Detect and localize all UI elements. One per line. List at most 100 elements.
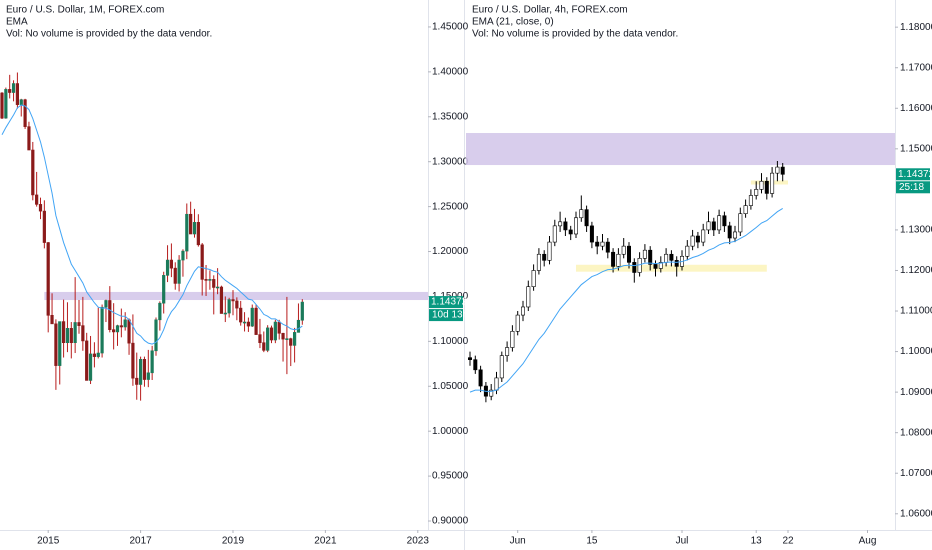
countdown-label: 25:18 — [899, 182, 924, 193]
candle-body — [759, 180, 764, 190]
x-tick-label: 2021 — [314, 536, 337, 547]
y-tick-label: 1.09000 — [900, 387, 932, 398]
candle-body — [88, 353, 93, 381]
last-price-label: 1.14372 — [898, 169, 932, 180]
candle-body — [223, 312, 227, 315]
x-tick-label: Jun — [510, 536, 526, 547]
candle-body — [552, 225, 557, 243]
candle-body — [50, 315, 54, 325]
candle-body — [558, 221, 563, 227]
candle-body — [154, 319, 158, 352]
ema-line — [469, 208, 783, 393]
x-tick-label: 2019 — [222, 536, 245, 547]
candle-body — [626, 245, 631, 263]
candle-body — [196, 222, 200, 246]
candle-body — [277, 321, 281, 334]
y-tick-label: 1.06000 — [900, 508, 932, 519]
candle-body — [135, 377, 139, 385]
candle-body — [108, 300, 112, 330]
candle-body — [54, 323, 58, 366]
candle-body — [600, 241, 605, 247]
candle-body — [296, 319, 301, 333]
candle-body — [579, 209, 584, 219]
y-tick-label: 1.30000 — [432, 156, 469, 167]
candle-body — [127, 319, 131, 344]
indicator-label: EMA — [6, 17, 28, 28]
ema-line — [1, 104, 303, 345]
y-tick-label: 1.25000 — [432, 201, 469, 212]
candle-body — [173, 267, 177, 284]
zone — [576, 264, 767, 272]
candle-body — [15, 83, 20, 105]
candle-body — [85, 340, 89, 381]
candle-body — [131, 342, 135, 379]
candle-body — [269, 327, 274, 341]
candle-body — [573, 217, 578, 235]
candle-body — [258, 334, 262, 344]
candle-body — [289, 338, 293, 346]
candle-body — [204, 279, 208, 281]
candle-body — [589, 225, 594, 243]
candle-body — [669, 253, 674, 261]
candle-body — [473, 359, 478, 371]
candle-body — [467, 357, 472, 360]
candle-body — [542, 253, 547, 261]
candle-body — [58, 321, 62, 366]
candle-body — [112, 329, 116, 333]
candle-body — [216, 286, 220, 289]
y-tick-label: 1.13000 — [900, 225, 932, 236]
candle-body — [239, 307, 243, 323]
candle-body — [189, 213, 193, 235]
y-tick-label: 1.20000 — [432, 246, 469, 257]
zone — [466, 133, 895, 166]
candle-body — [150, 350, 154, 374]
candle-body — [520, 306, 525, 316]
candle-body — [300, 301, 304, 321]
y-tick-label: 1.17000 — [900, 62, 932, 73]
candle-body — [35, 194, 39, 205]
candle-body — [695, 235, 700, 243]
x-tick-label: Jul — [676, 536, 689, 547]
indicator-label: EMA (21, close, 0) — [472, 17, 554, 28]
candle-body — [250, 307, 254, 327]
y-tick-label: 0.90000 — [432, 516, 469, 527]
y-tick-label: 1.10000 — [432, 336, 469, 347]
candle-body — [92, 353, 96, 357]
candle-body — [563, 221, 568, 231]
candle-body — [780, 166, 785, 175]
candle-body — [547, 241, 552, 261]
candle-body — [200, 244, 204, 280]
candle-body — [162, 275, 166, 304]
y-tick-label: 1.00000 — [432, 426, 469, 437]
candle-body — [611, 251, 616, 267]
candle-body — [165, 259, 170, 276]
candle-body — [531, 270, 536, 287]
last-price-box — [429, 296, 463, 309]
zone — [750, 180, 788, 185]
candle-body — [711, 221, 716, 231]
candle-body — [568, 229, 573, 235]
candle-body — [242, 321, 247, 324]
volume-note: Vol: No volume is provided by the data v… — [472, 29, 678, 40]
candle-body — [595, 241, 600, 247]
candle-body — [515, 314, 520, 332]
candle-body — [273, 321, 277, 341]
candle-body — [754, 189, 759, 196]
candle-body — [642, 249, 647, 259]
candle-body — [706, 221, 711, 231]
candle-body — [505, 347, 510, 356]
chart-title: Euro / U.S. Dollar, 4h, FOREX.com — [472, 5, 628, 16]
candle-body — [536, 253, 541, 271]
candle-body — [169, 259, 174, 269]
countdown-label: 10d 13h — [432, 310, 468, 321]
x-tick-label: 2023 — [407, 536, 430, 547]
candle-body — [690, 235, 695, 247]
candle-body — [139, 359, 143, 385]
y-tick-label: 1.18000 — [900, 22, 932, 33]
candle-body — [266, 327, 270, 351]
candle-body — [632, 262, 637, 273]
plot — [466, 133, 895, 403]
candle-body — [123, 319, 127, 328]
candle-body — [292, 332, 297, 346]
